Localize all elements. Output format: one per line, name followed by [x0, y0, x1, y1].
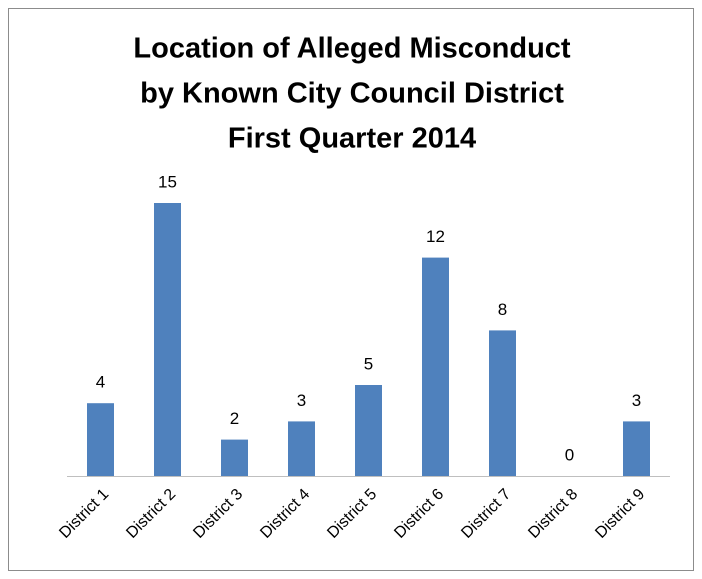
bar	[87, 403, 114, 476]
value-label: 12	[426, 227, 445, 246]
value-label: 3	[297, 391, 306, 410]
value-label: 4	[96, 373, 105, 392]
value-label: 5	[364, 354, 373, 373]
bar	[489, 330, 516, 476]
bar	[154, 203, 181, 476]
bar	[221, 439, 248, 476]
value-label: 3	[632, 391, 641, 410]
bar	[422, 257, 449, 476]
bar	[288, 421, 315, 476]
value-label: 8	[498, 300, 507, 319]
value-label: 2	[230, 409, 239, 428]
bar	[623, 421, 650, 476]
chart-title: Location of Alleged Misconduct	[133, 33, 570, 65]
bar	[355, 385, 382, 476]
chart-title: First Quarter 2014	[228, 123, 476, 155]
value-label: 15	[158, 172, 177, 191]
chart-title: by Known City Council District	[140, 78, 564, 110]
value-label: 0	[565, 445, 574, 464]
